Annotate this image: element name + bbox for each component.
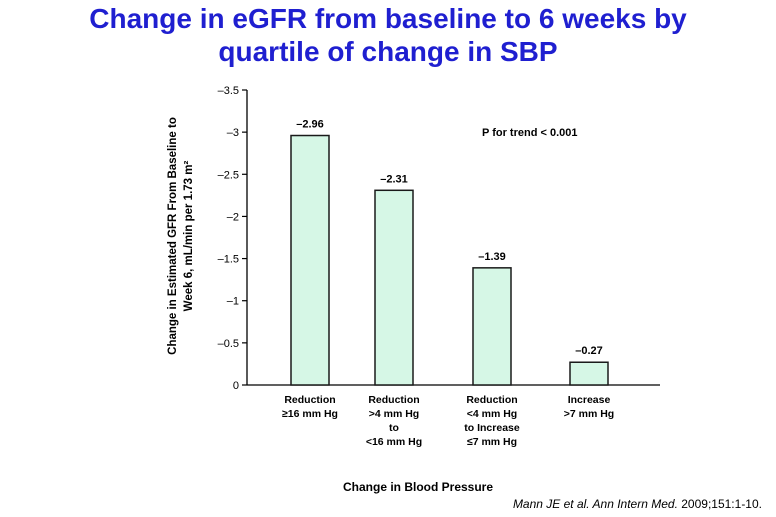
y-tick-label: –3	[227, 127, 239, 139]
data-label: –2.96	[296, 119, 324, 131]
slide-title: Change in eGFR from baseline to 6 weeks …	[0, 2, 776, 68]
x-category-label: >7 mm Hg	[564, 408, 614, 420]
bar	[374, 189, 414, 386]
x-category-label: <4 mm Hg	[467, 408, 517, 420]
x-category-label: to Increase	[464, 422, 520, 434]
annotation-p-trend: P for trend < 0.001	[482, 127, 577, 139]
x-category-label: Reduction	[466, 394, 517, 406]
x-category-label: <16 mm Hg	[366, 436, 422, 448]
y-axis-title-line-1: Change in Estimated GFR From Baseline to	[167, 117, 179, 355]
y-tick-label: 0	[233, 380, 239, 392]
data-label: –1.39	[478, 251, 506, 263]
x-category-label: Increase	[568, 394, 611, 406]
y-axis-title-line-2: Week 6, mL/min per 1.73 m²	[183, 161, 195, 312]
citation: Mann JE et al. Ann Intern Med. 2009;151:…	[513, 497, 762, 511]
slide-title-line-1: Change in eGFR from baseline to 6 weeks …	[89, 3, 687, 34]
y-tick-label: –3.5	[218, 85, 239, 97]
x-category-label: Reduction	[368, 394, 419, 406]
x-axis-title: Change in Blood Pressure	[343, 480, 493, 494]
x-category-label: ≥16 mm Hg	[282, 408, 338, 420]
x-category-label: >4 mm Hg	[369, 408, 419, 420]
y-tick-label: –2.5	[218, 169, 239, 181]
citation-details: 2009;151:1-10.	[677, 497, 762, 511]
y-tick-label: –2	[227, 211, 239, 223]
x-category-label: ≤7 mm Hg	[467, 436, 517, 448]
citation-authors-journal: Mann JE et al. Ann Intern Med.	[512, 497, 678, 511]
y-tick-label: –1.5	[218, 254, 239, 266]
data-label: –2.31	[380, 173, 408, 185]
bar	[472, 267, 512, 386]
bar	[290, 134, 330, 386]
x-category-label: to	[389, 422, 399, 434]
data-label: –0.27	[575, 345, 603, 357]
y-tick-label: –1	[227, 296, 239, 308]
x-category-label: Reduction	[284, 394, 335, 406]
slide-title-line-2: quartile of change in SBP	[218, 36, 558, 67]
y-tick-label: –0.5	[218, 338, 239, 350]
bar	[569, 361, 609, 386]
